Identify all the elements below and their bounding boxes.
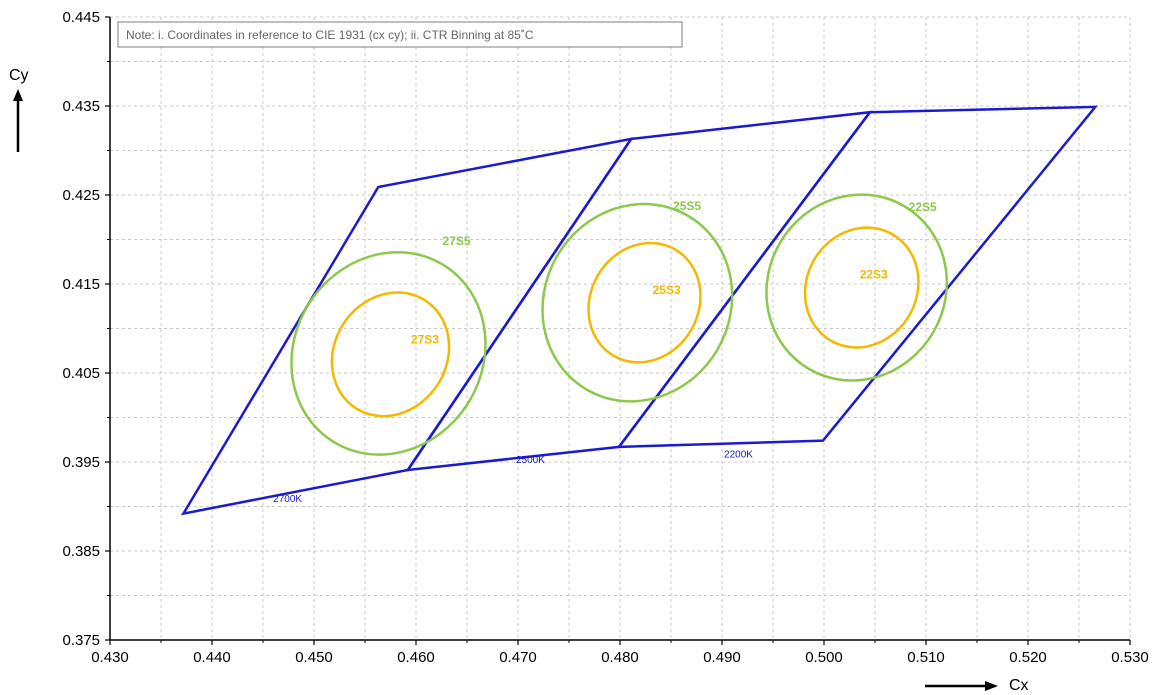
y-tick-label: 0.395 [62, 454, 100, 471]
x-tick-label: 0.520 [1009, 649, 1047, 666]
y-tick-label: 0.425 [62, 187, 100, 204]
y-tick-label: 0.405 [62, 365, 100, 382]
y-tick-label: 0.435 [62, 98, 100, 115]
bin-label-27S5: 27S5 [443, 234, 471, 248]
bin-label-25S5: 25S5 [673, 199, 701, 213]
bin-label-22S5: 22S5 [909, 200, 937, 214]
bin-label-27S3: 27S3 [411, 333, 439, 347]
y-tick-label: 0.385 [62, 543, 100, 560]
x-tick-label: 0.480 [601, 649, 639, 666]
x-tick-label: 0.490 [703, 649, 741, 666]
x-tick-label: 0.460 [397, 649, 435, 666]
y-axis-title-text: Cy [9, 67, 29, 84]
cct-label-2200K: 2200K [724, 450, 753, 461]
x-tick-label: 0.530 [1111, 649, 1149, 666]
note-text: Note: i. Coordinates in reference to CIE… [126, 28, 534, 42]
y-tick-label: 0.375 [62, 632, 100, 649]
bin-label-22S3: 22S3 [860, 268, 888, 282]
x-tick-label: 0.440 [193, 649, 231, 666]
y-tick-label: 0.415 [62, 276, 100, 293]
bin-label-25S3: 25S3 [653, 283, 681, 297]
note-box: Note: i. Coordinates in reference to CIE… [118, 22, 682, 47]
cct-label-2700K: 2700K [273, 494, 302, 505]
x-tick-label: 0.510 [907, 649, 945, 666]
x-tick-label: 0.450 [295, 649, 333, 666]
x-tick-label: 0.470 [499, 649, 537, 666]
cct-label-2500K: 2500K [516, 455, 545, 466]
x-axis-title-text: Cx [1009, 677, 1029, 694]
x-tick-label: 0.430 [91, 649, 129, 666]
x-tick-label: 0.500 [805, 649, 843, 666]
y-tick-label: 0.445 [62, 9, 100, 26]
